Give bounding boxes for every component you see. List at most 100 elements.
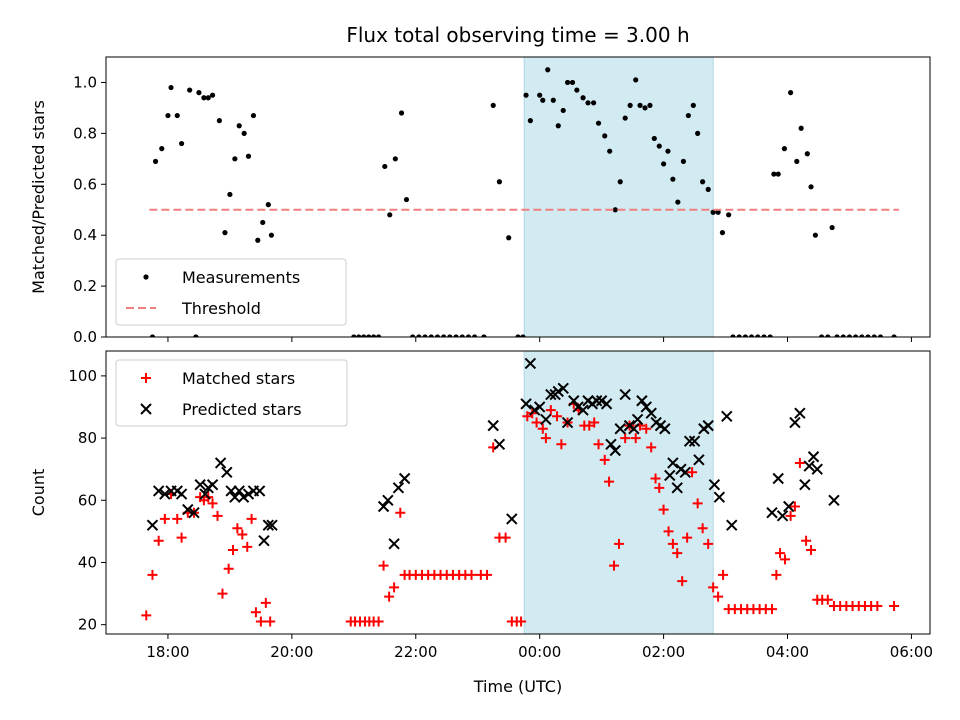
measurement-point xyxy=(617,179,623,185)
matched-star-point xyxy=(703,538,714,549)
matched-star-point xyxy=(141,610,152,621)
predicted-star-point xyxy=(493,438,506,451)
measurement-point xyxy=(416,334,422,337)
measurement-point xyxy=(825,334,831,337)
predicted-star-point xyxy=(392,482,405,494)
measurement-point xyxy=(710,209,716,215)
predicted-star-point xyxy=(726,519,738,531)
predicted-star-point xyxy=(776,510,789,522)
measurement-point xyxy=(580,95,586,101)
measurement-point xyxy=(560,107,566,114)
measurement-point xyxy=(392,156,398,162)
predicted-star-point xyxy=(811,463,823,475)
measurement-point xyxy=(260,219,266,226)
legend: Measurements Threshold xyxy=(115,258,347,326)
predicted-star-point xyxy=(631,413,644,426)
measurement-point xyxy=(595,120,602,126)
predicted-star-point xyxy=(194,479,206,491)
measurement-point xyxy=(205,95,211,101)
measurement-point xyxy=(647,102,653,108)
measurement-point xyxy=(742,334,748,337)
measurement-point xyxy=(152,158,159,164)
predicted-star-point xyxy=(152,485,165,497)
measurement-point xyxy=(376,334,382,337)
y-tick-label: 40 xyxy=(78,553,97,571)
matched-star-point xyxy=(223,563,234,574)
predicted-star-point xyxy=(214,457,227,469)
measurement-point xyxy=(222,230,228,236)
measurement-point xyxy=(216,118,222,124)
measurement-point xyxy=(685,112,691,119)
matched-star-point xyxy=(650,473,661,484)
measurement-point xyxy=(705,186,711,192)
predicted-star-point xyxy=(803,460,815,472)
matched-star-point xyxy=(232,523,243,534)
predicted-star-point xyxy=(807,451,820,463)
predicted-star-point xyxy=(262,519,275,531)
predicted-star-point xyxy=(609,444,621,457)
measurement-point xyxy=(775,171,781,177)
measurement-point xyxy=(453,334,459,337)
predicted-star-point xyxy=(772,472,784,485)
matched-star-point xyxy=(822,594,833,605)
measurement-point xyxy=(398,110,405,116)
matched-star-point xyxy=(713,591,724,602)
measurement-point xyxy=(236,123,242,129)
measurement-point xyxy=(268,232,275,238)
measurement-point xyxy=(612,207,618,213)
predicted-star-point xyxy=(533,401,546,413)
matched-star-point xyxy=(500,532,511,543)
predicted-star-point xyxy=(487,419,499,432)
measurement-point xyxy=(865,334,871,337)
measurement-point xyxy=(622,115,628,121)
matched-star-point xyxy=(147,569,158,580)
measurement-point xyxy=(143,274,149,280)
matched-star-point xyxy=(677,576,688,587)
measurement-point xyxy=(602,133,608,139)
measurement-point xyxy=(788,90,794,96)
chart-title: Flux total observing time = 3.00 h xyxy=(346,23,689,47)
measurement-point xyxy=(808,184,814,190)
measurement-point xyxy=(829,224,835,231)
measurement-point xyxy=(748,334,755,337)
predicted-star-point xyxy=(605,438,617,451)
x-tick-label: 20:00 xyxy=(270,643,313,661)
predicted-star-point xyxy=(398,472,411,485)
plot-frame xyxy=(105,350,931,635)
measurement-point xyxy=(540,97,546,103)
predicted-star-point xyxy=(206,479,219,491)
measurement-point xyxy=(834,334,840,337)
measurement-point xyxy=(255,237,261,243)
predicted-star-point xyxy=(524,357,537,370)
matched-star-point xyxy=(593,439,604,450)
measurement-point xyxy=(675,199,681,205)
predicted-star-point xyxy=(159,488,171,500)
measurement-point xyxy=(627,102,633,108)
legend-box xyxy=(115,359,348,427)
measurement-point xyxy=(891,334,897,337)
measurement-point xyxy=(356,334,362,337)
measurement-point xyxy=(227,191,233,198)
measurement-point xyxy=(265,202,271,208)
measurement-point xyxy=(149,334,156,337)
measurement-point xyxy=(196,90,202,96)
measurement-point xyxy=(798,125,804,131)
measurement-point xyxy=(371,334,377,337)
predicted-star-point xyxy=(506,513,518,525)
matched-star-point xyxy=(159,513,170,524)
measurement-point xyxy=(159,146,165,152)
measurement-point xyxy=(250,112,257,119)
measurement-point xyxy=(771,171,777,177)
matched-star-point xyxy=(260,597,271,608)
matched-star-point xyxy=(697,523,708,534)
predicted-star-point xyxy=(679,466,691,478)
y-axis-label: Count xyxy=(29,469,48,517)
matched-star-point xyxy=(672,548,683,559)
matched-star-point xyxy=(176,532,187,543)
legend-label: Matched stars xyxy=(182,369,295,388)
matched-star-point xyxy=(141,373,151,383)
y-tick-label: 0.0 xyxy=(73,328,97,346)
matched-star-point xyxy=(384,591,395,602)
measurement-point xyxy=(555,123,561,129)
